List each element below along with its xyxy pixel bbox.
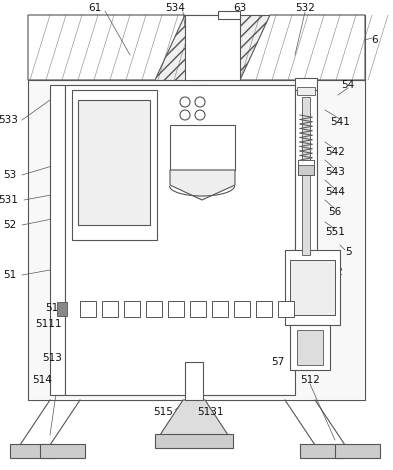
- Text: 512: 512: [300, 375, 320, 385]
- Bar: [185, 362, 203, 400]
- Text: 553: 553: [313, 307, 333, 317]
- Text: 542: 542: [325, 147, 345, 157]
- Bar: [234, 301, 250, 317]
- Bar: [124, 301, 140, 317]
- Text: 543: 543: [325, 167, 345, 177]
- Bar: [29, 81, 364, 399]
- Bar: [190, 301, 206, 317]
- Text: 6: 6: [372, 35, 378, 45]
- Text: 572: 572: [312, 327, 332, 337]
- Text: 5131: 5131: [197, 407, 223, 417]
- Text: 5: 5: [345, 247, 351, 257]
- Text: 513: 513: [42, 353, 62, 363]
- Bar: [10, 444, 55, 458]
- Bar: [170, 125, 235, 170]
- Text: 54: 54: [342, 80, 354, 90]
- Bar: [302, 97, 310, 255]
- Bar: [298, 160, 314, 165]
- Bar: [297, 330, 323, 365]
- Text: 571: 571: [310, 347, 330, 357]
- Polygon shape: [28, 15, 185, 80]
- Bar: [50, 85, 65, 395]
- Text: 552: 552: [323, 267, 343, 277]
- Text: 53: 53: [4, 170, 17, 180]
- Bar: [57, 302, 67, 316]
- Bar: [72, 90, 157, 240]
- Bar: [285, 250, 340, 325]
- Bar: [185, 15, 240, 80]
- Text: 544: 544: [325, 187, 345, 197]
- Text: 52: 52: [4, 220, 17, 230]
- Bar: [155, 434, 233, 448]
- Text: 515: 515: [153, 407, 173, 417]
- Bar: [65, 85, 295, 395]
- Bar: [212, 301, 228, 317]
- Bar: [295, 90, 317, 260]
- Text: 551: 551: [325, 227, 345, 237]
- Text: 533: 533: [0, 115, 18, 125]
- Bar: [335, 444, 380, 458]
- Bar: [297, 87, 315, 95]
- Bar: [146, 301, 162, 317]
- Bar: [278, 301, 294, 317]
- Text: 511: 511: [45, 303, 65, 313]
- Bar: [102, 301, 118, 317]
- Text: 63: 63: [233, 3, 247, 13]
- Bar: [28, 80, 365, 400]
- Text: 534: 534: [165, 3, 185, 13]
- Bar: [290, 325, 330, 370]
- Text: 51: 51: [4, 270, 17, 280]
- Text: 61: 61: [88, 3, 102, 13]
- Bar: [298, 160, 314, 175]
- Text: 55: 55: [321, 287, 334, 297]
- Text: 532: 532: [295, 3, 315, 13]
- Text: 57: 57: [272, 357, 285, 367]
- Text: 56: 56: [329, 207, 342, 217]
- Bar: [300, 444, 345, 458]
- Polygon shape: [240, 15, 365, 80]
- Text: 5111: 5111: [35, 319, 61, 329]
- Bar: [78, 100, 150, 225]
- Bar: [168, 301, 184, 317]
- Text: 514: 514: [32, 375, 52, 385]
- Bar: [80, 301, 96, 317]
- Text: 531: 531: [0, 195, 18, 205]
- Polygon shape: [170, 170, 235, 200]
- Bar: [295, 78, 317, 90]
- Bar: [256, 301, 272, 317]
- Bar: [218, 11, 240, 19]
- Text: 541: 541: [330, 117, 350, 127]
- Polygon shape: [160, 400, 228, 435]
- Bar: [28, 15, 365, 80]
- Bar: [40, 444, 85, 458]
- Bar: [290, 260, 335, 315]
